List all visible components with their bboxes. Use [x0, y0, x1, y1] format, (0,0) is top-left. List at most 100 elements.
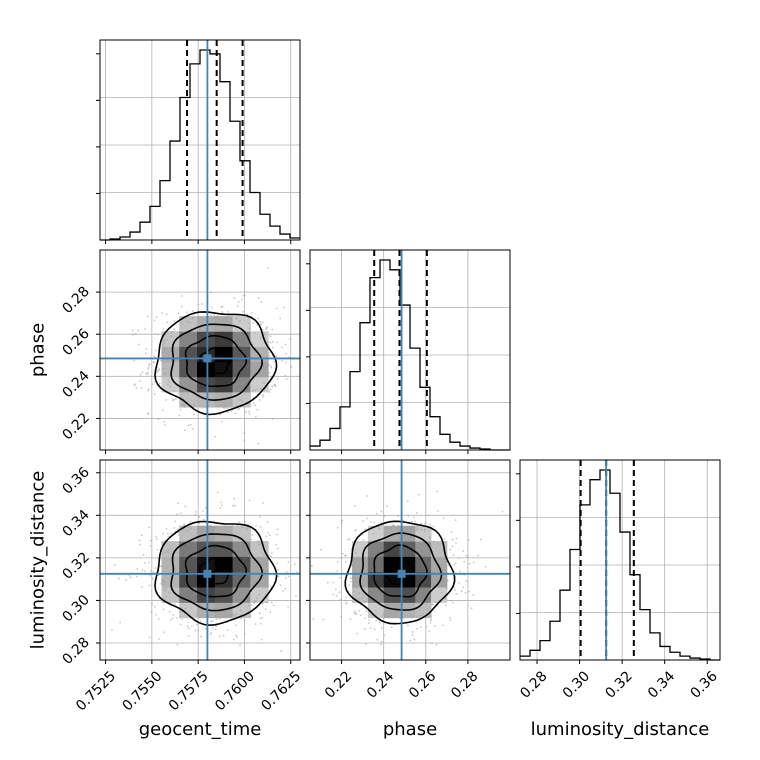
sample-point: [355, 528, 358, 531]
sample-point: [186, 320, 189, 323]
sample-point: [271, 418, 274, 420]
sample-point: [137, 329, 139, 332]
sample-point: [209, 314, 212, 317]
sample-point: [472, 561, 475, 564]
contour-level-2: [170, 323, 263, 401]
sample-point: [139, 373, 142, 376]
sample-point: [162, 631, 165, 634]
sample-point: [339, 576, 342, 579]
sample-point: [161, 409, 164, 412]
sample-point: [320, 548, 322, 551]
sample-point: [397, 524, 400, 527]
sample-point: [239, 399, 241, 401]
sample-point: [170, 331, 173, 334]
panel-frame: [99, 459, 301, 661]
sample-point: [449, 599, 452, 602]
sample-point: [462, 550, 464, 553]
sample-point: [166, 532, 169, 535]
sample-point: [162, 367, 165, 370]
sample-point: [279, 317, 282, 320]
sample-point: [183, 524, 186, 527]
sample-point: [155, 613, 157, 616]
sample-point: [242, 294, 245, 297]
sample-point: [192, 405, 195, 408]
sample-point: [150, 539, 152, 542]
density-cell: [197, 361, 216, 378]
sample-point: [280, 346, 283, 349]
sample-point: [135, 387, 138, 389]
sample-point: [466, 556, 469, 559]
sample-point: [237, 320, 240, 323]
sample-point: [411, 631, 414, 633]
sample-point: [263, 333, 266, 336]
sample-point: [322, 618, 325, 621]
sample-point: [169, 335, 172, 338]
sample-point: [240, 618, 243, 620]
sample-point: [244, 521, 247, 523]
sample-point: [428, 537, 431, 539]
sample-point: [203, 405, 206, 408]
x-tick-label-geocent_time-4: 0.7625: [258, 668, 304, 714]
sample-point: [256, 540, 259, 542]
sample-point: [245, 528, 248, 531]
sample-point: [354, 552, 357, 554]
sample-point: [183, 405, 186, 408]
sample-point: [276, 562, 279, 564]
sample-point: [199, 619, 202, 622]
sample-point: [236, 524, 239, 527]
sample-point: [260, 387, 263, 390]
sample-point: [139, 380, 141, 382]
sample-point: [312, 617, 315, 620]
sample-point: [164, 372, 167, 375]
sample-point: [259, 320, 262, 323]
sample-point: [185, 311, 188, 314]
sample-point: [158, 368, 161, 371]
panel-frame-geocent_time: [99, 39, 301, 241]
sample-point: [370, 520, 372, 523]
sample-point: [243, 293, 246, 296]
sample-point: [172, 613, 175, 616]
sample-point: [463, 560, 466, 563]
density-cell: [179, 556, 198, 573]
sample-point: [248, 413, 251, 415]
sample-point: [420, 614, 423, 617]
sample-point: [229, 402, 232, 405]
sample-point: [166, 550, 169, 553]
sample-point: [157, 557, 160, 559]
sample-point: [182, 528, 185, 531]
sample-point: [140, 387, 143, 389]
sample-point: [113, 564, 116, 566]
sample-point: [441, 592, 443, 594]
sample-point: [263, 554, 265, 557]
sample-point: [181, 322, 183, 325]
sample-point: [167, 378, 169, 381]
sample-point: [436, 490, 438, 493]
sample-point: [149, 574, 151, 577]
sample-point: [465, 579, 468, 582]
density-cell: [232, 376, 251, 393]
sample-point: [133, 359, 136, 362]
sample-point: [376, 638, 379, 641]
y-axis-label-luminosity_distance: luminosity_distance: [28, 471, 49, 650]
sample-point: [348, 584, 350, 587]
sample-point: [162, 608, 165, 611]
sample-point: [134, 333, 137, 335]
sample-point: [455, 537, 458, 540]
sample-point: [364, 642, 367, 645]
sample-point: [143, 562, 146, 564]
density-cell: [250, 541, 269, 557]
sample-point: [279, 584, 282, 587]
sample-point: [204, 507, 207, 510]
sample-point: [210, 620, 213, 623]
sample-point: [150, 611, 153, 614]
panel-content: [310, 460, 510, 660]
density-cell: [179, 541, 198, 557]
sample-point: [147, 389, 149, 392]
sample-point: [284, 587, 287, 590]
sample-point: [269, 342, 272, 344]
sample-point: [275, 355, 278, 358]
sample-point: [148, 584, 151, 587]
sample-point: [179, 615, 181, 618]
density-cell: [161, 556, 180, 573]
density-cell: [367, 571, 385, 588]
